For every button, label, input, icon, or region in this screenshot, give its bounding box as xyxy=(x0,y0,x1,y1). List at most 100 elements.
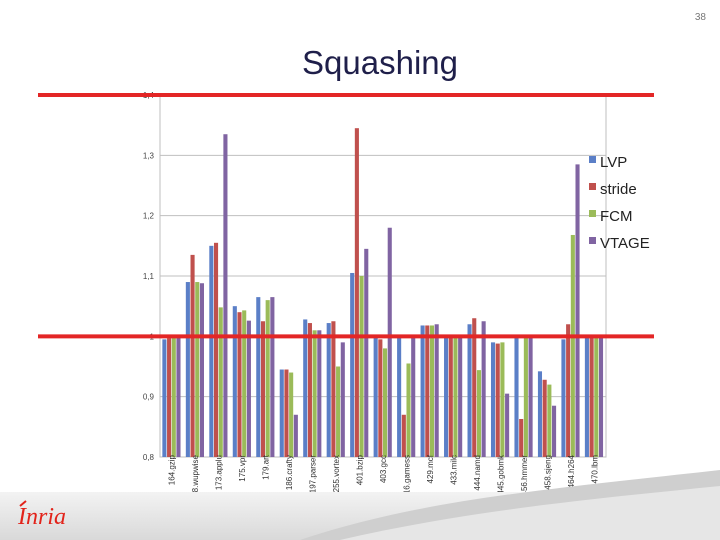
bar xyxy=(397,336,402,457)
x-tick-label: 456.hmmer xyxy=(520,455,529,496)
bar xyxy=(162,339,167,457)
bar xyxy=(505,393,510,457)
bar xyxy=(481,321,486,457)
bar xyxy=(598,336,604,457)
y-tick-label: 1,2 xyxy=(143,212,155,221)
bar xyxy=(523,336,528,457)
bar xyxy=(383,348,388,457)
x-tick-label: 403.gcc xyxy=(379,455,388,483)
bar xyxy=(434,324,439,457)
bar xyxy=(373,337,378,457)
bar xyxy=(326,323,331,457)
x-tick-label: 179.art xyxy=(262,454,271,480)
legend-label: VTAGE xyxy=(600,235,650,252)
bar xyxy=(199,283,204,457)
bar xyxy=(223,134,228,457)
x-tick-label: 255.vortex xyxy=(332,455,341,492)
bar xyxy=(425,325,430,457)
bar xyxy=(448,336,453,457)
x-tick-label: 445.gobmk xyxy=(496,454,505,495)
bar xyxy=(575,164,580,457)
bar xyxy=(401,414,406,457)
bar xyxy=(566,324,571,457)
bar xyxy=(307,323,312,457)
bar xyxy=(340,342,345,457)
bar xyxy=(190,254,195,457)
x-tick-label: 164.gzip xyxy=(168,454,177,485)
bar xyxy=(500,342,505,457)
bar xyxy=(594,336,599,457)
legend-swatch xyxy=(589,237,596,244)
x-tick-label: 175.vpr xyxy=(238,455,247,482)
bar xyxy=(171,336,176,457)
inria-logo: Inria xyxy=(17,500,66,530)
x-tick-label: 464.h264 xyxy=(567,454,576,488)
bar xyxy=(213,242,219,457)
bar xyxy=(495,343,500,457)
legend-label: FCM xyxy=(600,208,633,225)
bar xyxy=(528,336,533,457)
x-tick-label: 173.applu xyxy=(215,455,224,490)
y-tick-label: 1,1 xyxy=(143,272,155,281)
x-tick-label: 168.wupwise xyxy=(191,454,200,501)
bar xyxy=(458,336,463,457)
bar xyxy=(303,319,308,457)
bar xyxy=(232,306,237,457)
bar xyxy=(176,336,181,457)
svg-text:Inria: Inria xyxy=(17,504,66,530)
x-tick-label: 433.milc xyxy=(449,455,458,485)
bar xyxy=(387,227,392,457)
y-tick-label: 0,9 xyxy=(143,393,155,402)
bar xyxy=(336,366,341,457)
bar xyxy=(246,320,251,457)
bar xyxy=(547,384,552,457)
bar xyxy=(279,369,284,457)
x-tick-label: 429.mcf xyxy=(426,454,435,483)
bar xyxy=(218,307,223,457)
bar xyxy=(420,325,425,457)
y-tick-label: 1,3 xyxy=(143,151,155,160)
bar xyxy=(476,370,481,457)
x-tick-label: 186.crafty xyxy=(285,455,294,490)
y-tick-label: 0,8 xyxy=(143,453,155,462)
legend-label: stride xyxy=(600,181,637,198)
bar xyxy=(411,336,416,457)
slide-title: Squashing xyxy=(302,44,458,81)
legend-swatch xyxy=(589,210,596,217)
bar xyxy=(542,379,547,457)
x-tick-label: 401.bzip xyxy=(356,454,365,485)
bar xyxy=(378,339,383,457)
legend-swatch xyxy=(589,183,596,190)
bar xyxy=(237,312,242,457)
x-tick-label: 458.sjeng xyxy=(543,455,552,490)
bar xyxy=(552,405,557,457)
bar xyxy=(209,245,214,457)
bar xyxy=(570,234,575,457)
bar xyxy=(312,330,317,457)
bar xyxy=(584,336,589,457)
page-number: 38 xyxy=(694,12,706,23)
bar xyxy=(364,248,369,457)
bar xyxy=(270,297,275,457)
legend-swatch xyxy=(589,156,596,163)
x-tick-label: 470.lbm xyxy=(590,455,599,484)
bar xyxy=(350,272,355,457)
bar xyxy=(429,325,435,457)
bar xyxy=(490,342,496,457)
bar xyxy=(537,371,543,457)
bar xyxy=(317,330,322,457)
bar xyxy=(589,336,594,457)
bar xyxy=(359,276,364,457)
bar xyxy=(242,310,247,457)
bar xyxy=(195,282,200,457)
x-tick-label: 444.namd xyxy=(473,455,482,491)
bar xyxy=(185,282,190,457)
bar xyxy=(453,336,458,457)
bar xyxy=(284,369,289,457)
bar xyxy=(293,414,298,457)
bar xyxy=(406,363,411,457)
bar xyxy=(472,318,477,457)
x-tick-label: 197.parser xyxy=(309,455,318,494)
bar xyxy=(519,418,524,457)
